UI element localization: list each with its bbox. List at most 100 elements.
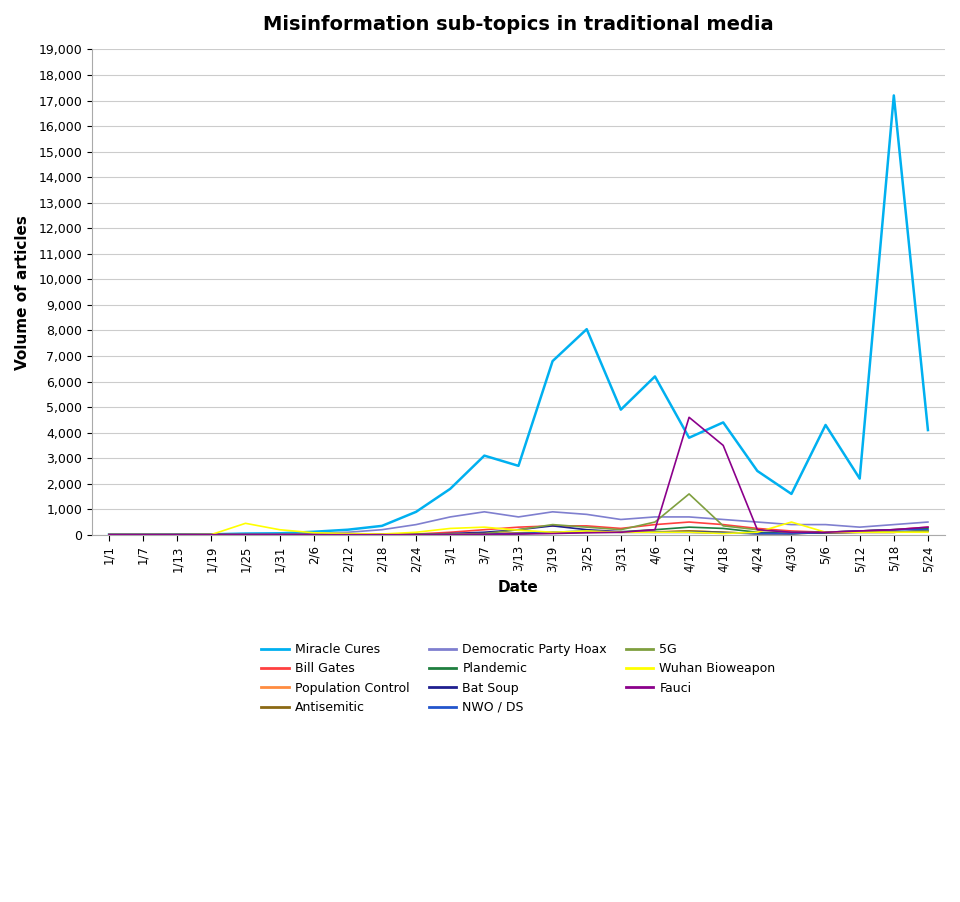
Plandemic bbox=[376, 529, 388, 540]
Fauci bbox=[342, 529, 353, 540]
Plandemic bbox=[888, 524, 900, 535]
Democratic Party Hoax bbox=[137, 529, 149, 540]
Antisemitic bbox=[547, 528, 559, 538]
Democratic Party Hoax bbox=[342, 527, 353, 538]
Democratic Party Hoax bbox=[205, 529, 217, 540]
Plandemic bbox=[479, 529, 491, 539]
Miracle Cures bbox=[410, 506, 421, 517]
5G bbox=[274, 529, 285, 540]
Antisemitic bbox=[137, 529, 149, 540]
Bill Gates bbox=[785, 526, 797, 537]
Wuhan Bioweapon bbox=[649, 527, 660, 538]
Wuhan Bioweapon bbox=[444, 523, 456, 534]
Wuhan Bioweapon bbox=[410, 527, 421, 538]
Antisemitic bbox=[410, 529, 421, 540]
Fauci bbox=[854, 526, 866, 537]
5G bbox=[547, 520, 559, 530]
5G bbox=[479, 529, 491, 539]
Miracle Cures bbox=[444, 483, 456, 494]
Population Control bbox=[854, 527, 866, 538]
Bat Soup bbox=[308, 529, 320, 540]
Democratic Party Hoax bbox=[172, 529, 183, 540]
Antisemitic bbox=[581, 527, 592, 538]
Bat Soup bbox=[854, 527, 866, 538]
Bill Gates bbox=[752, 523, 763, 534]
Miracle Cures bbox=[137, 529, 149, 540]
Line: Wuhan Bioweapon: Wuhan Bioweapon bbox=[109, 522, 928, 535]
Antisemitic bbox=[172, 529, 183, 540]
Plandemic bbox=[274, 529, 285, 540]
Antisemitic bbox=[649, 527, 660, 538]
Democratic Party Hoax bbox=[820, 520, 831, 530]
Wuhan Bioweapon bbox=[752, 527, 763, 538]
Population Control bbox=[615, 527, 627, 538]
Population Control bbox=[513, 528, 524, 538]
Democratic Party Hoax bbox=[717, 514, 729, 525]
Democratic Party Hoax bbox=[444, 511, 456, 522]
5G bbox=[444, 529, 456, 539]
Line: Democratic Party Hoax: Democratic Party Hoax bbox=[109, 511, 928, 535]
NWO / DS bbox=[752, 529, 763, 539]
NWO / DS bbox=[104, 529, 115, 540]
Miracle Cures bbox=[376, 520, 388, 531]
Bat Soup bbox=[820, 528, 831, 538]
Plandemic bbox=[615, 527, 627, 538]
NWO / DS bbox=[205, 529, 217, 540]
Bill Gates bbox=[854, 526, 866, 537]
Democratic Party Hoax bbox=[547, 506, 559, 517]
5G bbox=[888, 527, 900, 538]
Fauci bbox=[137, 529, 149, 540]
NWO / DS bbox=[820, 527, 831, 538]
Fauci bbox=[923, 521, 934, 532]
Plandemic bbox=[308, 529, 320, 540]
Population Control bbox=[581, 527, 592, 538]
Bill Gates bbox=[172, 529, 183, 540]
Antisemitic bbox=[104, 529, 115, 540]
Democratic Party Hoax bbox=[581, 509, 592, 520]
Bat Soup bbox=[479, 527, 491, 538]
Fauci bbox=[752, 524, 763, 535]
NWO / DS bbox=[717, 528, 729, 538]
Plandemic bbox=[513, 529, 524, 539]
Democratic Party Hoax bbox=[923, 517, 934, 528]
5G bbox=[684, 489, 695, 500]
5G bbox=[104, 529, 115, 540]
Plandemic bbox=[649, 524, 660, 535]
Population Control bbox=[172, 529, 183, 540]
Fauci bbox=[547, 529, 559, 539]
Bill Gates bbox=[888, 524, 900, 535]
Population Control bbox=[240, 529, 252, 540]
Population Control bbox=[410, 529, 421, 539]
Democratic Party Hoax bbox=[274, 529, 285, 539]
Line: NWO / DS: NWO / DS bbox=[109, 529, 928, 535]
Line: Fauci: Fauci bbox=[109, 418, 928, 535]
5G bbox=[172, 529, 183, 540]
5G bbox=[240, 529, 252, 540]
Plandemic bbox=[820, 527, 831, 538]
Antisemitic bbox=[444, 529, 456, 539]
Democratic Party Hoax bbox=[479, 506, 491, 517]
Bat Soup bbox=[172, 529, 183, 540]
Plandemic bbox=[684, 521, 695, 532]
NWO / DS bbox=[513, 529, 524, 539]
Miracle Cures bbox=[581, 324, 592, 335]
Democratic Party Hoax bbox=[649, 511, 660, 522]
Wuhan Bioweapon bbox=[137, 529, 149, 540]
NWO / DS bbox=[785, 529, 797, 539]
Bat Soup bbox=[240, 529, 252, 540]
Population Control bbox=[547, 527, 559, 538]
Miracle Cures bbox=[888, 90, 900, 101]
Wuhan Bioweapon bbox=[854, 527, 866, 538]
Bat Soup bbox=[615, 527, 627, 538]
NWO / DS bbox=[240, 529, 252, 540]
Fauci bbox=[785, 527, 797, 538]
Bat Soup bbox=[752, 529, 763, 539]
Fauci bbox=[513, 529, 524, 539]
Wuhan Bioweapon bbox=[104, 529, 115, 540]
Miracle Cures bbox=[615, 404, 627, 415]
Fauci bbox=[820, 527, 831, 538]
Democratic Party Hoax bbox=[376, 524, 388, 535]
NWO / DS bbox=[684, 527, 695, 538]
Population Control bbox=[342, 529, 353, 540]
Plandemic bbox=[137, 529, 149, 540]
